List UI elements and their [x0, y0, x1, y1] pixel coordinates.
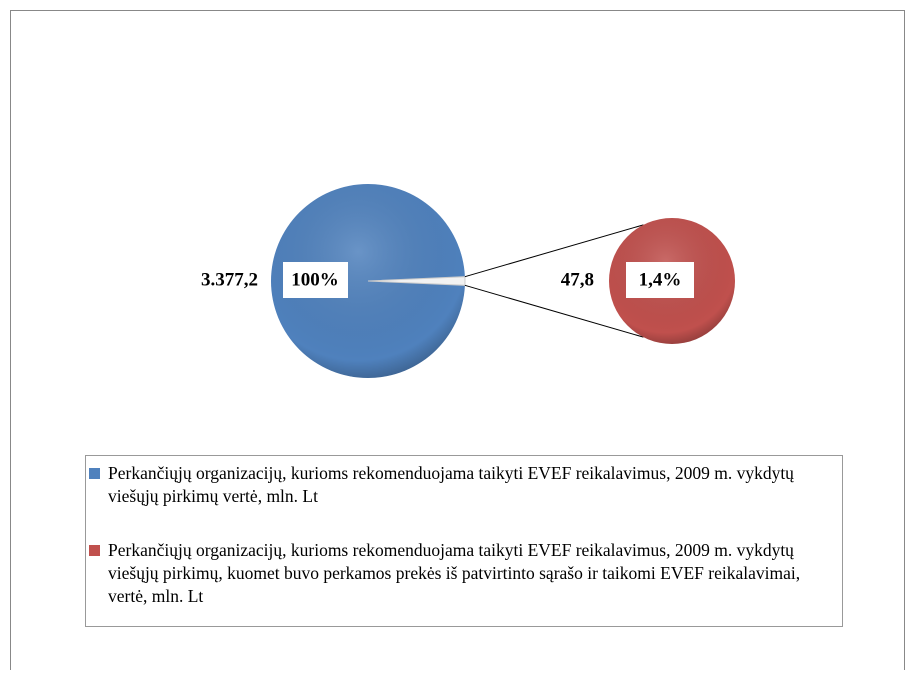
label-box	[626, 262, 694, 298]
value-label: 3.377,2	[201, 269, 258, 290]
detail-slice	[367, 276, 466, 286]
connector	[464, 284, 644, 338]
legend: Perkančiųjų organizacijų, kurioms rekome…	[85, 455, 843, 627]
legend-key	[89, 545, 100, 556]
legend-item: Perkančiųjų organizacijų, kurioms rekome…	[89, 539, 832, 608]
legend-text: Perkančiųjų organizacijų, kurioms rekome…	[108, 540, 801, 606]
percent-label: 1,4%	[639, 269, 682, 290]
legend-key	[89, 468, 100, 479]
connector	[464, 224, 644, 278]
legend-text: Perkančiųjų organizacijų, kurioms rekome…	[108, 463, 794, 506]
value-label: 47,8	[561, 269, 594, 290]
label-box	[283, 262, 348, 298]
legend-item: Perkančiųjų organizacijų, kurioms rekome…	[89, 462, 832, 508]
chart-frame	[10, 10, 905, 670]
percent-label: 100%	[291, 269, 339, 290]
